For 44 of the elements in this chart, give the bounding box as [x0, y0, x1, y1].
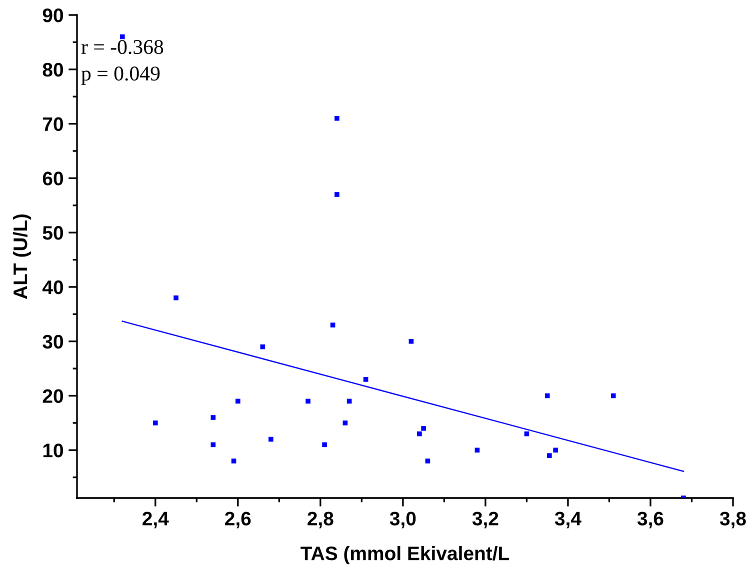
y-tick-label: 80: [42, 62, 64, 77]
y-tick-label: 10: [43, 444, 64, 458]
point: [421, 426, 426, 431]
y-tick-label: 40: [42, 280, 64, 294]
point: [342, 420, 348, 426]
point: [210, 415, 216, 420]
point: [152, 420, 158, 426]
point: [610, 393, 616, 398]
point: [330, 322, 336, 328]
annotation: p = 0.049: [81, 66, 160, 85]
point: [306, 398, 310, 404]
y-axis-title: ALT (U/L): [12, 214, 32, 300]
point: [334, 192, 340, 197]
point: [334, 116, 340, 121]
point: [236, 398, 240, 404]
point: [425, 458, 430, 464]
x-tick-label: 3,8: [720, 512, 746, 528]
x-tick-label: 3,6: [637, 512, 664, 528]
x-axis-title: TAS (mmol Ekivalent/L: [300, 546, 510, 564]
annotation: r = -0.368: [81, 40, 164, 54]
x-tick-label: 2,4: [142, 512, 169, 528]
y-tick-label: 20: [42, 389, 64, 403]
point: [268, 436, 274, 442]
point: [231, 458, 236, 464]
point: [546, 453, 552, 458]
x-tick-label: 3,4: [554, 512, 582, 528]
x-tick-label: 3,2: [472, 512, 498, 528]
x-tick-label: 3,0: [390, 512, 416, 528]
point: [474, 448, 480, 453]
point: [408, 338, 414, 344]
point: [417, 431, 422, 436]
point: [322, 442, 327, 448]
point: [174, 295, 178, 300]
y-tick-label: 70: [43, 117, 64, 132]
y-tick-label: 90: [42, 8, 64, 22]
x-tick-label: 2,8: [308, 512, 334, 528]
point: [363, 377, 368, 382]
y-tick-label: 30: [42, 334, 64, 349]
x-tick-label: 2,6: [225, 512, 251, 528]
y-tick-label: 60: [42, 172, 64, 186]
point: [210, 442, 216, 448]
point: [553, 448, 558, 453]
point: [120, 34, 125, 40]
y-tick-label: 50: [42, 226, 64, 240]
